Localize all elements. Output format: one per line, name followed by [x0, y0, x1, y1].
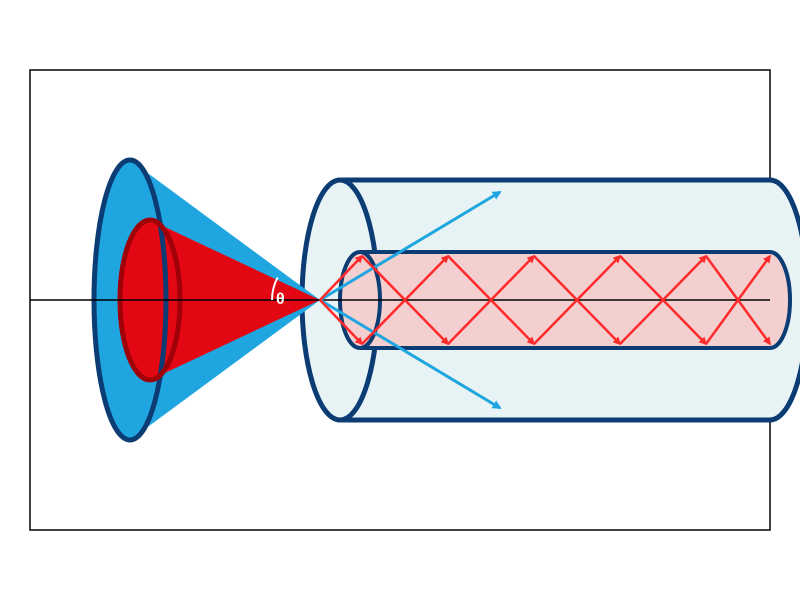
svg-text:θ: θ [276, 291, 285, 308]
